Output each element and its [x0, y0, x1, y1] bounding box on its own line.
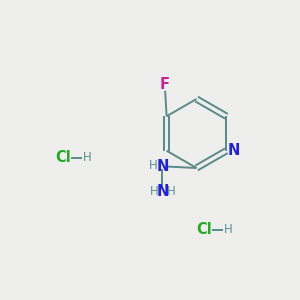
Text: H: H: [224, 223, 233, 236]
Text: H: H: [148, 159, 158, 172]
Text: N: N: [157, 159, 169, 174]
Text: H: H: [167, 185, 176, 198]
Text: N: N: [157, 184, 169, 199]
Text: N: N: [228, 143, 240, 158]
Text: Cl: Cl: [196, 222, 212, 237]
Text: F: F: [160, 77, 170, 92]
Text: H: H: [83, 151, 92, 164]
Text: H: H: [149, 184, 158, 198]
Text: Cl: Cl: [55, 150, 71, 165]
